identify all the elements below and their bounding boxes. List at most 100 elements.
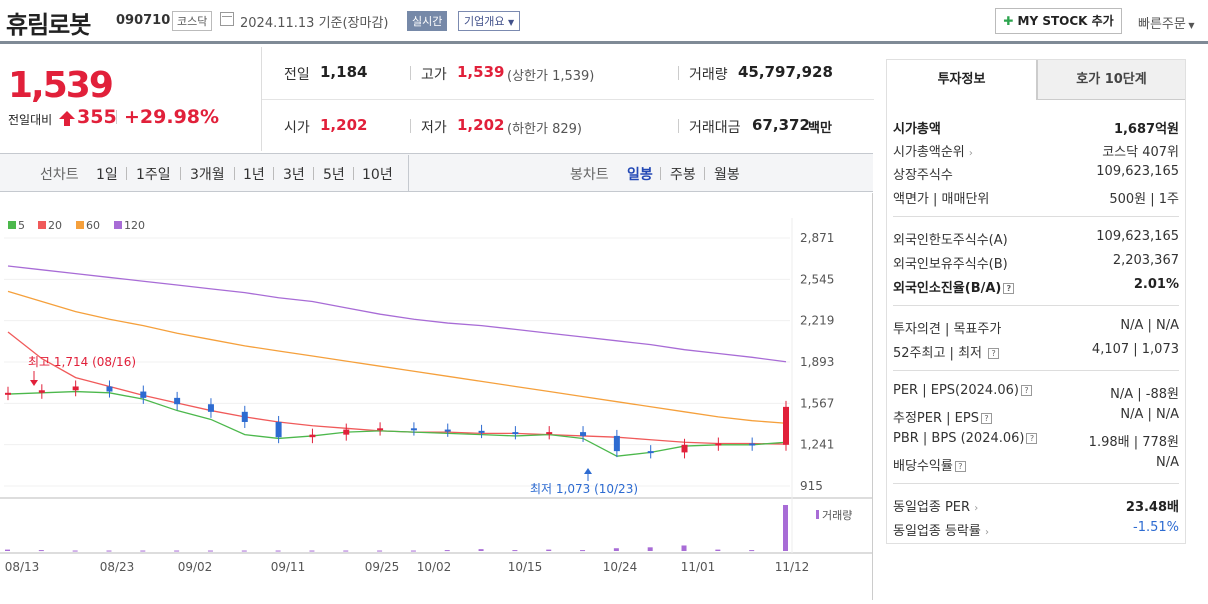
volume-bar xyxy=(681,545,687,551)
stock-header: 휴림로봇 090710 코스닥 2024.11.13 기준(장마감) 실시간 기… xyxy=(0,0,1208,44)
legend-label: 5 xyxy=(18,219,25,232)
market-cap-rank-link[interactable]: 시가총액순위 › xyxy=(893,141,973,160)
volume-bar xyxy=(207,550,213,552)
volume-bar xyxy=(580,550,586,552)
base-date: 2024.11.13 기준(장마감) xyxy=(240,16,389,31)
volume-bar xyxy=(5,549,10,551)
dividend-label: 배당수익률 xyxy=(893,459,953,474)
realtime-button[interactable]: 실시간 xyxy=(407,11,448,31)
candle-body xyxy=(647,451,654,454)
sector-change-label: 동일업종 등락률 xyxy=(893,524,981,539)
x-tick-label: 08/13 xyxy=(5,560,40,574)
candle-body xyxy=(309,434,316,438)
y-tick-label: 2,871 xyxy=(800,231,834,245)
divider xyxy=(410,119,411,133)
company-overview-dropdown[interactable]: 기업개요 ▼ xyxy=(458,11,521,31)
candle-chart-label: 봉차트 xyxy=(570,167,609,183)
market-cap-value: 1,687억원 xyxy=(1113,122,1179,137)
sector-change-link[interactable]: 동일업종 등락률 › xyxy=(893,520,989,539)
prev-close-value: 1,184 xyxy=(320,63,368,81)
x-tick-label: 10/15 xyxy=(508,560,543,574)
tab-daily[interactable]: 일봉 xyxy=(627,167,653,183)
tab-5year[interactable]: 5년 xyxy=(323,167,345,183)
stock-code: 090710 xyxy=(116,13,171,28)
candle-body xyxy=(174,397,181,405)
divider xyxy=(313,167,314,180)
help-icon[interactable]: ? xyxy=(988,348,1000,359)
volume-bar xyxy=(715,549,721,551)
y-tick-label: 1,241 xyxy=(800,438,834,452)
stock-name: 휴림로봇 xyxy=(6,11,91,39)
quick-order-label: 빠른주문 xyxy=(1138,17,1186,32)
help-icon[interactable]: ? xyxy=(1003,283,1015,294)
candle-body xyxy=(783,406,789,445)
candle-body xyxy=(444,429,451,432)
legend-label: 60 xyxy=(86,219,100,232)
par-label: 액면가 | 매매단위 xyxy=(893,192,990,207)
volume-bar xyxy=(444,550,450,552)
candle-body xyxy=(343,429,350,435)
tab-1week[interactable]: 1주일 xyxy=(136,167,171,183)
info-row: 투자의견 | 목표주가 N/A | N/A xyxy=(893,315,1179,337)
divider xyxy=(126,167,127,180)
amount-unit: 백만 xyxy=(808,121,832,136)
volume-bar xyxy=(613,548,619,551)
info-row: 배당수익률? N/A xyxy=(893,452,1179,474)
info-row: PER | EPS(2024.06)? N/A | -88원 xyxy=(893,380,1179,402)
x-tick-label: 09/25 xyxy=(365,560,400,574)
volume-bar xyxy=(309,550,315,552)
divider xyxy=(353,167,354,180)
info-row: 시가총액 1,687억원 xyxy=(893,115,1179,137)
tab-1year[interactable]: 1년 xyxy=(243,167,265,183)
volume-bar xyxy=(140,550,146,552)
amount-label: 거래대금 xyxy=(689,120,741,136)
tab-investment-info[interactable]: 투자정보 xyxy=(887,60,1037,100)
tab-monthly[interactable]: 월봉 xyxy=(714,167,740,183)
opinion-value: N/A | N/A xyxy=(1120,318,1179,333)
legend-label: 120 xyxy=(124,219,145,232)
my-stock-add-label: MY STOCK 추가 xyxy=(1017,14,1114,28)
candle-body xyxy=(613,435,620,452)
pbr-value: 1.98배 | 778원 xyxy=(1088,435,1179,450)
help-icon[interactable]: ? xyxy=(980,413,992,424)
candle-body xyxy=(38,390,45,393)
dropdown-arrow-icon: ▼ xyxy=(507,18,515,27)
ma120-line xyxy=(7,265,787,363)
tab-weekly[interactable]: 주봉 xyxy=(670,167,696,183)
help-icon[interactable]: ? xyxy=(1026,433,1038,444)
tab-orderbook[interactable]: 호가 10단계 xyxy=(1037,60,1185,100)
chart-canvas: 2,871 2,545 2,219 1,893 1,567 1,241 915 5 20 60 12… xyxy=(0,218,872,574)
info-row: 동일업종 PER › 23.48배 xyxy=(893,493,1179,515)
legend-swatch xyxy=(76,221,84,229)
dividend-value: N/A xyxy=(1156,455,1179,470)
candle-body xyxy=(5,392,11,395)
plus-icon: ✚ xyxy=(1003,14,1014,28)
help-icon[interactable]: ? xyxy=(954,461,966,472)
quick-order-dropdown[interactable]: 빠른주문 ▼ xyxy=(1138,13,1195,32)
candle-body xyxy=(207,404,214,412)
info-row: 액면가 | 매매단위 500원 | 1주 xyxy=(893,185,1179,207)
my-stock-add-button[interactable]: ✚ MY STOCK 추가 xyxy=(995,8,1122,34)
info-row: 시가총액순위 › 코스닥 407위 xyxy=(893,138,1179,160)
x-tick-label: 11/01 xyxy=(681,560,716,574)
tab-1day[interactable]: 1일 xyxy=(96,167,118,183)
tab-10year[interactable]: 10년 xyxy=(362,167,393,183)
quote-row: 전일 1,184 고가 1,539 (상한가 1,539) 거래량 45,797… xyxy=(262,47,874,99)
chevron-right-icon: › xyxy=(974,503,979,514)
tab-3year[interactable]: 3년 xyxy=(283,167,305,183)
ma60-line xyxy=(7,290,787,424)
tab-3month[interactable]: 3개월 xyxy=(190,167,225,183)
divider xyxy=(678,66,679,80)
sector-per-link[interactable]: 동일업종 PER › xyxy=(893,496,978,515)
divider xyxy=(180,167,181,180)
legend-swatch xyxy=(8,221,16,229)
volume-bar xyxy=(38,550,44,552)
volume-bar xyxy=(174,550,180,552)
y-tick-label: 1,567 xyxy=(800,396,834,410)
info-row: 외국인한도주식수(A) 109,623,165 xyxy=(893,226,1179,248)
volume-label: 거래량 xyxy=(689,67,728,83)
foreign-rate-value: 2.01% xyxy=(1133,277,1179,292)
compare-label: 전일대비 xyxy=(8,113,53,127)
dropdown-arrow-icon: ▼ xyxy=(1185,21,1195,30)
help-icon[interactable]: ? xyxy=(1020,385,1032,396)
